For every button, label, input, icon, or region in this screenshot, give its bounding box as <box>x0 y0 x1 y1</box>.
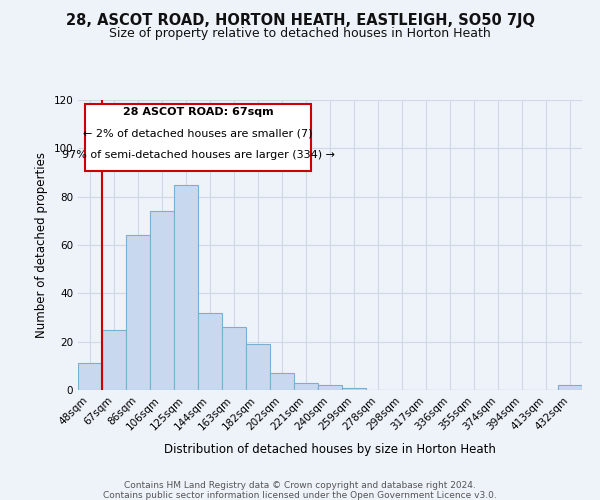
Bar <box>318 385 342 390</box>
Text: Contains HM Land Registry data © Crown copyright and database right 2024.: Contains HM Land Registry data © Crown c… <box>124 481 476 490</box>
Bar <box>270 373 294 390</box>
Bar <box>78 364 102 390</box>
Text: 28, ASCOT ROAD, HORTON HEATH, EASTLEIGH, SO50 7JQ: 28, ASCOT ROAD, HORTON HEATH, EASTLEIGH,… <box>65 12 535 28</box>
Bar <box>150 211 174 390</box>
Bar <box>246 344 270 390</box>
Bar <box>126 236 150 390</box>
Text: Size of property relative to detached houses in Horton Heath: Size of property relative to detached ho… <box>109 28 491 40</box>
Text: 28 ASCOT ROAD: 67sqm: 28 ASCOT ROAD: 67sqm <box>122 107 274 117</box>
Bar <box>174 184 198 390</box>
Bar <box>342 388 366 390</box>
Text: 97% of semi-detached houses are larger (334) →: 97% of semi-detached houses are larger (… <box>62 150 335 160</box>
Bar <box>558 385 582 390</box>
Bar <box>102 330 126 390</box>
Y-axis label: Number of detached properties: Number of detached properties <box>35 152 48 338</box>
Bar <box>198 312 222 390</box>
Text: ← 2% of detached houses are smaller (7): ← 2% of detached houses are smaller (7) <box>83 128 313 138</box>
FancyBboxPatch shape <box>85 104 311 172</box>
Text: Contains public sector information licensed under the Open Government Licence v3: Contains public sector information licen… <box>103 491 497 500</box>
Bar <box>222 327 246 390</box>
X-axis label: Distribution of detached houses by size in Horton Heath: Distribution of detached houses by size … <box>164 443 496 456</box>
Bar <box>294 383 318 390</box>
